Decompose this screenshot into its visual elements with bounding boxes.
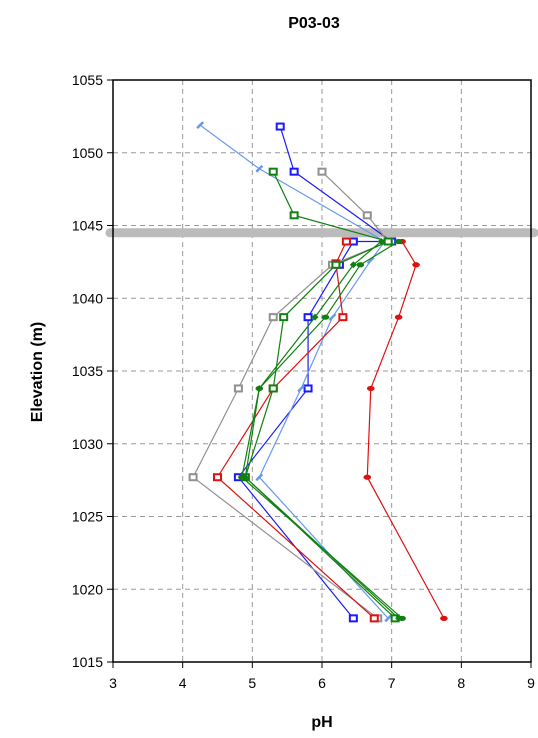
data-point (289, 211, 299, 220)
data-point (241, 473, 249, 481)
x-tick-label: 3 (109, 675, 117, 691)
data-point (440, 615, 448, 621)
data-point (363, 474, 372, 480)
data-point (279, 313, 289, 322)
series-line (199, 124, 389, 619)
y-tick-label: 1045 (72, 218, 103, 234)
data-point (394, 238, 403, 245)
data-point (328, 313, 337, 322)
data-point (377, 238, 385, 246)
data-point (268, 384, 278, 393)
data-point (268, 167, 278, 176)
y-tick-label: 1020 (72, 581, 103, 597)
data-point (331, 260, 341, 269)
data-point (348, 237, 358, 246)
y-tick-label: 1015 (72, 654, 103, 670)
data-point (303, 313, 313, 322)
data-point (213, 473, 222, 482)
data-point (233, 384, 243, 393)
data-point (383, 237, 393, 246)
data-point (348, 614, 358, 623)
data-point (362, 211, 372, 220)
data-point (341, 237, 351, 246)
series-line (244, 171, 396, 619)
series-line (192, 171, 390, 619)
series-line (366, 241, 445, 619)
data-point (289, 167, 299, 176)
data-point (366, 385, 375, 392)
data-point (349, 261, 357, 269)
data-point (338, 313, 348, 322)
data-point (394, 314, 403, 320)
x-tick-label: 8 (457, 675, 465, 691)
y-tick-label: 1035 (72, 363, 103, 379)
x-tick-label: 9 (527, 675, 535, 691)
data-point (395, 614, 403, 622)
series-line (244, 241, 400, 619)
y-tick-label: 1040 (72, 290, 103, 306)
x-tick-label: 4 (179, 675, 187, 691)
data-point (311, 313, 319, 321)
data-point (412, 262, 420, 268)
series-line (241, 240, 403, 619)
data-point (275, 122, 285, 131)
data-point (196, 121, 204, 129)
data-point (303, 384, 313, 393)
y-tick-label: 1030 (72, 436, 103, 452)
y-tick-label: 1025 (72, 509, 103, 525)
data-point (255, 384, 263, 392)
data-point (255, 164, 264, 173)
series-line (237, 126, 394, 619)
data-point (366, 256, 375, 265)
data-point (317, 167, 327, 176)
x-tick-label: 7 (388, 675, 396, 691)
data-point (188, 473, 198, 482)
axis-ticks: 3 4 5 6 7 8 9 1015 1020 1025 1030 1035 1040 1045 1050 1… (72, 72, 535, 691)
x-tick-label: 5 (248, 675, 256, 691)
data-point (297, 384, 305, 393)
data-point (384, 614, 393, 623)
y-tick-label: 1055 (72, 72, 103, 88)
data-point (268, 313, 278, 322)
y-tick-label: 1050 (72, 145, 103, 161)
grid-lines (113, 80, 531, 662)
x-axis-label: pH (311, 714, 332, 731)
chart-title: P03-03 (288, 15, 340, 32)
series-layer (188, 121, 448, 623)
x-tick-label: 6 (318, 675, 326, 691)
data-point (356, 262, 365, 268)
data-point (255, 473, 264, 482)
y-axis-label: Elevation (m) (29, 322, 46, 422)
data-point (369, 614, 379, 623)
data-point (321, 314, 330, 320)
